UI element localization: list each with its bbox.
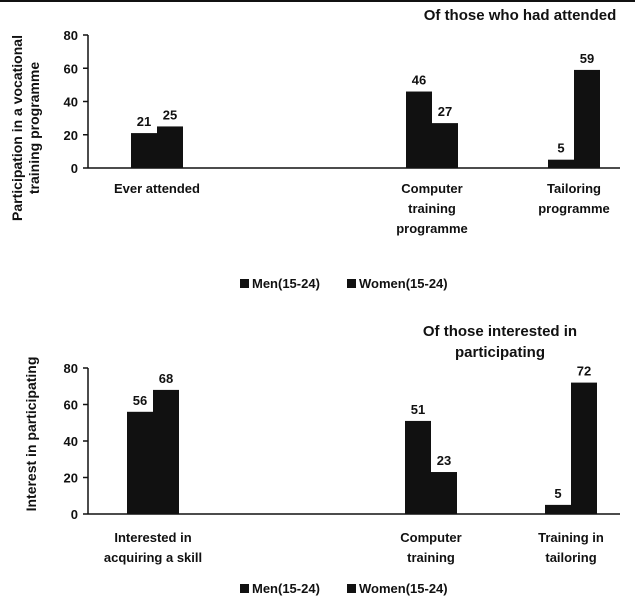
c1-data-label: 59 [580,51,594,66]
c2-y-tick-label: 60 [64,398,78,413]
c1-y-tick-label: 80 [64,28,78,43]
c2-data-label: 68 [159,371,173,386]
c2-legend-label: Men(15-24) [252,581,320,596]
c2-legend-label: Women(15-24) [359,581,448,596]
c2-data-label: 51 [411,402,425,417]
c1-legend-swatch [240,279,249,288]
c2-data-label: 23 [437,453,451,468]
c1-category-label: programme [396,221,468,236]
c2-category-label: Interested in [114,530,191,545]
c1-data-label: 46 [412,73,426,88]
c1-data-label: 5 [557,141,564,156]
c1-category-label: Computer [401,181,462,196]
c2-y-axis-label: Interest in participating [23,357,39,512]
c2-y-tick-label: 0 [71,507,78,522]
c1-bar [432,123,458,168]
c2-bar [431,472,457,514]
c2-category-label: acquiring a skill [104,550,202,565]
c2-chart-title: participating [455,344,545,361]
c2-category-label: Training in [538,530,604,545]
c1-y-tick-label: 0 [71,161,78,176]
c1-category-label: programme [538,201,610,216]
c1-data-label: 21 [137,114,151,129]
c2-legend-swatch [240,584,249,593]
c2-y-tick-label: 40 [64,434,78,449]
c1-y-axis-label: Participation in a vocational [9,35,25,221]
c2-category-label: tailoring [545,550,596,565]
c2-data-label: 72 [577,364,591,379]
c1-bar [548,159,574,168]
c1-y-axis-label: training programme [26,62,42,194]
c1-y-tick-label: 20 [64,128,78,143]
c2-y-tick-label: 80 [64,361,78,376]
c1-y-tick-label: 40 [64,95,78,110]
c1-category-label: Tailoring [547,181,601,196]
chart-interest: Of those interested in participating Inter… [0,310,635,600]
c1-chart-title: Of those who had attended [424,7,617,24]
c2-data-label: 5 [554,486,561,501]
chart-interest-svg: Of those interested in participating Inter… [23,323,620,596]
c1-y-tick-label: 60 [64,61,78,76]
c2-data-label: 56 [133,393,147,408]
c1-bar [406,91,432,168]
c2-legend-swatch [347,584,356,593]
c1-bar [157,126,183,168]
chart-participation: Of those who had attended Participation i… [0,0,635,300]
c1-data-label: 27 [438,104,452,119]
c2-y-tick-label: 20 [64,471,78,486]
c1-category-label: Ever attended [114,181,200,196]
c1-legend-swatch [347,279,356,288]
c2-category-label: Computer [400,530,461,545]
c2-bar [153,389,179,514]
c2-bar [545,504,571,514]
c1-data-label: 25 [163,107,177,122]
c1-bar [574,69,600,168]
c1-category-label: training [408,201,456,216]
c2-chart-title: Of those interested in [423,323,577,340]
chart-participation-svg: Of those who had attended Participation i… [0,0,635,291]
c1-legend-label: Men(15-24) [252,276,320,291]
c2-category-label: training [407,550,455,565]
c2-bar [571,382,597,514]
c2-bar [405,420,431,514]
c1-bar [131,133,157,168]
c2-bar [127,411,153,514]
c1-legend-label: Women(15-24) [359,276,448,291]
